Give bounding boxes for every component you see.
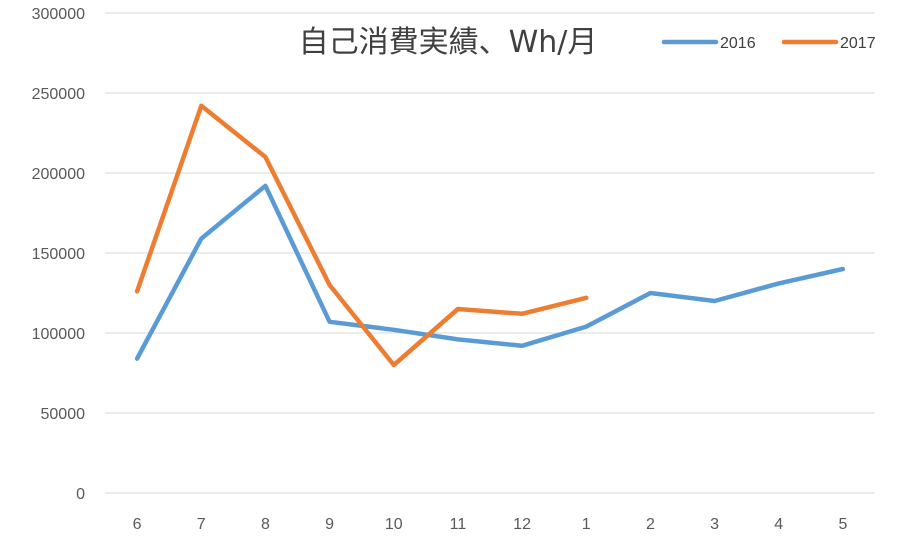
legend: 2016 2017 — [661, 35, 876, 52]
series-line-2017 — [134, 103, 589, 368]
x-tick-label: 1 — [582, 516, 591, 533]
y-tick-label: 0 — [76, 486, 85, 503]
x-tick-label: 8 — [261, 516, 270, 533]
x-tick-label: 6 — [133, 516, 142, 533]
y-tick-label: 150000 — [32, 246, 85, 263]
x-tick-label: 12 — [513, 516, 531, 533]
y-tick-label: 100000 — [32, 326, 85, 343]
x-tick-label: 10 — [385, 516, 403, 533]
x-tick-label: 2 — [646, 516, 655, 533]
x-tick-label: 4 — [774, 516, 783, 533]
x-tick-label: 11 — [450, 516, 467, 533]
legend-label-2017: 2017 — [840, 35, 876, 52]
x-tick-label: 5 — [838, 516, 847, 533]
x-tick-label: 7 — [197, 516, 206, 533]
gridlines — [105, 12, 875, 494]
x-tick-label: 9 — [325, 516, 334, 533]
chart-title: 自己消費実績、Wh/月 — [299, 25, 598, 60]
legend-label-2016: 2016 — [720, 35, 756, 52]
y-tick-label: 300000 — [32, 6, 85, 23]
series-lines — [134, 103, 846, 368]
y-tick-label: 200000 — [32, 166, 85, 183]
y-tick-label: 50000 — [41, 406, 86, 423]
x-tick-label: 3 — [710, 516, 719, 533]
series-line-2016 — [134, 183, 846, 361]
y-axis-ticks: 0 50000 100000 150000 200000 250000 300000 — [32, 6, 85, 503]
x-axis-ticks: 6 7 8 9 10 11 12 1 2 3 4 5 — [133, 516, 848, 533]
y-tick-label: 250000 — [32, 86, 85, 103]
